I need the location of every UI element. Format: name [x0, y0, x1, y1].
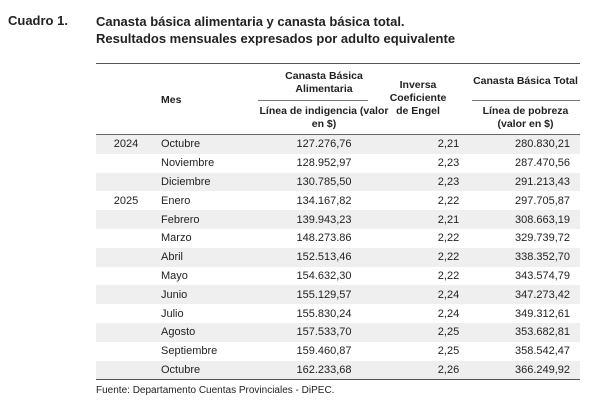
table-row: Agosto 157.533,70 2,25 353.682,81 [96, 322, 580, 342]
cba-cell: 134.167,82 [296, 194, 352, 207]
engel-cell: 2,23 [437, 157, 460, 170]
table-row: Junio 155.129,57 2,24 347.273,42 [96, 285, 580, 305]
cbt-cell: 280.830,21 [514, 138, 571, 151]
cba-cell: 162.233,68 [296, 363, 352, 376]
header-engel: Inversa Coeficiente de Engel [389, 79, 447, 117]
table-row: Febrero 139.943,23 2,21 308.663,19 [96, 210, 580, 229]
cbt-cell: 366.249,92 [514, 363, 571, 376]
table-number: Cuadro 1. [8, 13, 68, 28]
engel-cell: 2,26 [437, 363, 460, 376]
header-cba-sub: Línea de indigencia (valor en $) [259, 105, 389, 130]
engel-cell: 2,22 [437, 194, 460, 207]
cbt-cell: 343.574,79 [514, 269, 571, 282]
table-row: Octubre 162.233,68 2,26 366.249,92 [96, 360, 580, 380]
table-row: Diciembre 130.785,50 2,23 291.213,43 [96, 172, 580, 192]
source-note: Fuente: Departamento Cuentas Provinciale… [96, 385, 335, 396]
month-cell: Diciembre [161, 175, 211, 188]
month-cell: Enero [161, 194, 191, 207]
month-cell: Noviembre [161, 157, 215, 170]
engel-cell: 2,21 [437, 138, 460, 151]
cba-cell: 139.943,23 [296, 213, 352, 226]
cba-cell: 130.785,50 [296, 175, 352, 188]
title-line-2: Resultados mensuales expresados por adul… [96, 31, 456, 46]
header-cbt-sub: Línea de pobreza (valor en $) [482, 105, 569, 130]
month-cell: Abril [161, 251, 184, 264]
title-line-1: Canasta básica alimentaria y canasta bás… [96, 14, 405, 29]
data-table: Mes Canasta Básica Alimentaria Línea de … [96, 63, 580, 381]
table-row: 2024 Octubre 127.276,76 2,21 280.830,21 [96, 135, 580, 154]
table-row: Noviembre 128.952,97 2,23 287.470,56 [96, 154, 580, 173]
table-row: Abril 152.513,46 2,22 338.352,70 [96, 247, 580, 267]
cba-cell: 154.632,30 [296, 269, 352, 282]
engel-cell: 2,22 [437, 269, 460, 282]
cbt-cell: 297.705,87 [514, 194, 571, 207]
header-cbt: Canasta Básica Total [473, 75, 578, 87]
engel-cell: 2,22 [437, 232, 460, 245]
cbt-cell: 338.352,70 [514, 251, 571, 264]
year-cell: 2024 [113, 138, 139, 151]
engel-cell: 2,22 [437, 251, 460, 264]
table-row: Septiembre 159.460,87 2,25 358.542,47 [96, 342, 580, 361]
month-cell: Agosto [161, 326, 196, 339]
engel-cell: 2,24 [437, 288, 460, 301]
table-title: Canasta básica alimentaria y canasta bás… [96, 13, 455, 47]
year-cell: 2025 [113, 194, 139, 207]
engel-cell: 2,21 [437, 213, 460, 226]
cbt-cell: 358.542,47 [514, 345, 571, 358]
engel-cell: 2,25 [437, 326, 460, 339]
cba-cell: 148.273.86 [296, 232, 352, 245]
month-cell: Marzo [161, 232, 192, 245]
cbt-cell: 308.663,19 [514, 213, 571, 226]
header-cba: Canasta Básica Alimentaria [285, 70, 363, 95]
cba-cell: 155.129,57 [296, 288, 352, 301]
cba-cell: 152.513,46 [296, 251, 352, 264]
month-cell: Octubre [161, 363, 201, 376]
cbt-cell: 349.312,61 [514, 307, 571, 320]
table-header: Mes Canasta Básica Alimentaria Línea de … [96, 64, 580, 135]
cbt-cell: 329.739,72 [514, 232, 571, 245]
cba-cell: 157.533,70 [296, 326, 352, 339]
header-mes: Mes [161, 94, 182, 106]
month-cell: Junio [161, 288, 188, 301]
table-row: Marzo 148.273.86 2,22 329.739,72 [96, 229, 580, 248]
cbt-cell: 287.470,56 [514, 157, 571, 170]
table-row: 2025 Enero 134.167,82 2,22 297.705,87 [96, 191, 580, 210]
month-cell: Febrero [161, 213, 200, 226]
header-rule [472, 100, 580, 101]
cbt-cell: 291.213,43 [514, 175, 571, 188]
month-cell: Septiembre [161, 345, 218, 358]
month-cell: Julio [161, 307, 184, 320]
table-body: 2024 Octubre 127.276,76 2,21 280.830,21 Novie… [96, 135, 580, 380]
cba-cell: 159.460,87 [296, 345, 352, 358]
cba-cell: 155.830,24 [296, 307, 352, 320]
engel-cell: 2,24 [437, 307, 460, 320]
table-row: Julio 155.830,24 2,24 349.312,61 [96, 304, 580, 323]
table-row: Mayo 154.632,30 2,22 343.574,79 [96, 267, 580, 286]
cba-cell: 128.952,97 [296, 157, 352, 170]
cbt-cell: 347.273,42 [514, 288, 571, 301]
cba-cell: 127.276,76 [296, 138, 352, 151]
month-cell: Octubre [161, 138, 201, 151]
engel-cell: 2,23 [437, 175, 460, 188]
engel-cell: 2,25 [437, 345, 460, 358]
cbt-cell: 353.682,81 [514, 326, 571, 339]
month-cell: Mayo [161, 269, 188, 282]
header-rule [258, 100, 368, 101]
